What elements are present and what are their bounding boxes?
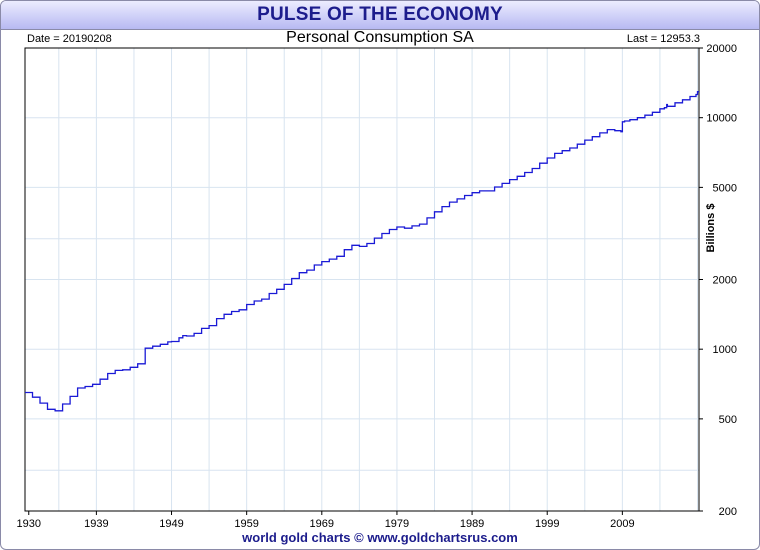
x-tick-label: 1969 [310, 518, 334, 530]
date-label: Date = 20190208 [27, 33, 112, 45]
x-tick-label: 1930 [17, 518, 41, 530]
x-tick-label: 1999 [535, 518, 559, 530]
x-tick-label: 2009 [610, 518, 634, 530]
y-tick-label: 20000 [706, 43, 737, 55]
x-tick-label: 1989 [460, 518, 484, 530]
y-axis-label: Billions $ [705, 203, 717, 253]
y-tick-label: 10000 [706, 113, 737, 125]
last-value-label: Last = 12953.3 [626, 33, 700, 45]
y-tick-label: 5000 [713, 182, 737, 194]
y-tick-label: 1000 [713, 344, 737, 356]
y-tick-label: 2000 [713, 275, 737, 287]
x-tick-label: 1959 [234, 518, 258, 530]
footer-credit: world gold charts © www.goldchartsrus.co… [242, 530, 518, 545]
y-tick-label: 500 [719, 414, 737, 426]
x-tick-label: 1949 [159, 518, 183, 530]
banner-title: PULSE OF THE ECONOMY [257, 4, 503, 25]
series-line-0 [25, 91, 699, 412]
x-tick-label: 1979 [385, 518, 409, 530]
y-tick-label: 200 [719, 506, 737, 518]
chart-title: Personal Consumption SA [286, 29, 474, 46]
x-tick-label: 1939 [84, 518, 108, 530]
banner: PULSE OF THE ECONOMY [1, 1, 759, 30]
